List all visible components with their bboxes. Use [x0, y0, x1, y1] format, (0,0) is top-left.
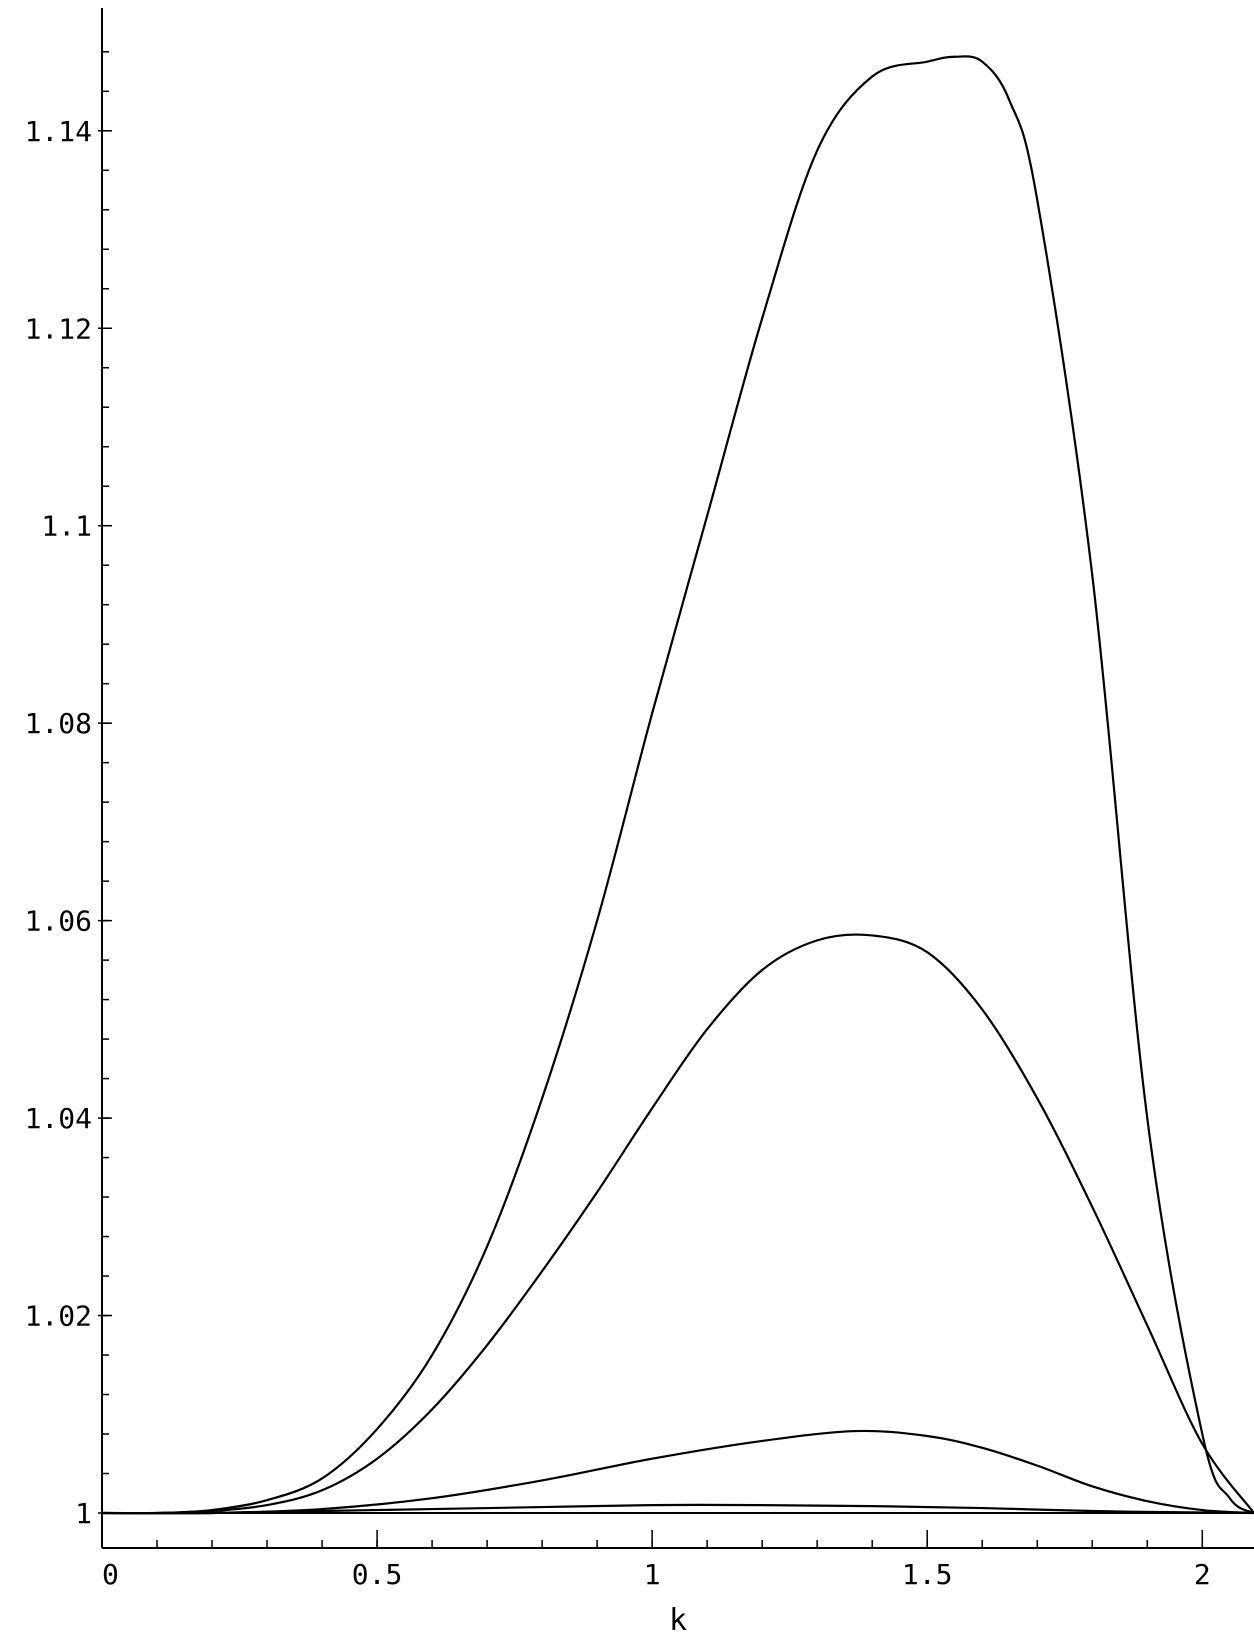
- axes-layer: [101, 8, 1254, 1549]
- y-tick-label: 1.08: [25, 707, 92, 740]
- y-tick-label: 1.1: [41, 510, 92, 543]
- y-tick-label: 1.12: [25, 312, 92, 345]
- x-tick-label: 0.5: [352, 1558, 403, 1591]
- y-tick-label: 1.04: [25, 1102, 92, 1135]
- series-layer: [101, 55, 1254, 1515]
- ticks-layer: 1 1.02 1.04 1.06 1.08 1.1 1.12 1.14 0 0.5 1 1.5 2: [25, 51, 1211, 1591]
- y-tick-label: 1.14: [25, 115, 92, 148]
- y-tick-label: 1: [75, 1497, 92, 1530]
- series-line-2: [101, 933, 1254, 1515]
- x-tick-label: 0: [102, 1558, 119, 1591]
- x-tick-label: 1.5: [902, 1558, 953, 1591]
- y-tick-label: 1.02: [25, 1300, 92, 1333]
- x-tick-label: 1: [644, 1558, 661, 1591]
- x-tick-label: 2: [1194, 1558, 1211, 1591]
- series-line-1: [101, 55, 1254, 1515]
- series-line-3: [101, 1429, 1254, 1515]
- x-axis-title: k: [669, 1603, 687, 1635]
- series-line-4: [101, 1503, 1254, 1515]
- y-tick-label: 1.06: [25, 905, 92, 938]
